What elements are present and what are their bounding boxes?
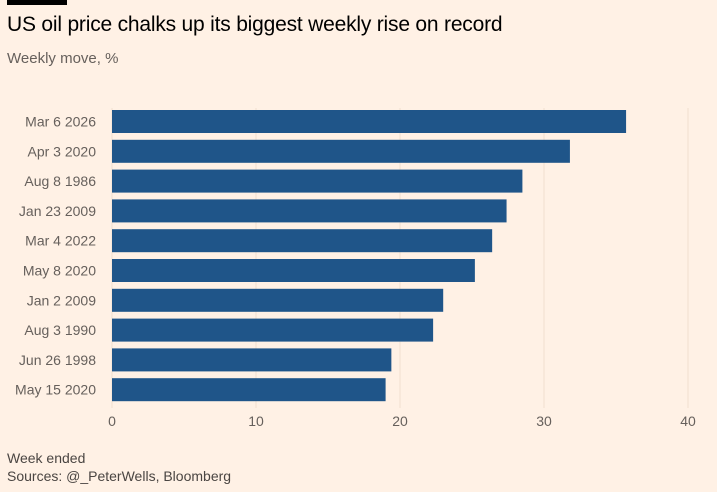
chart-subtitle: Weekly move, % xyxy=(7,50,119,67)
y-category-label: May 8 2020 xyxy=(23,263,96,279)
bar xyxy=(112,139,570,163)
y-category-label: Jun 26 1998 xyxy=(19,352,96,368)
x-tick-label: 20 xyxy=(392,413,408,429)
bars xyxy=(112,110,627,402)
x-tick-label: 40 xyxy=(680,413,696,429)
y-category-label: Mar 4 2022 xyxy=(25,233,96,249)
bar xyxy=(112,229,493,253)
chart-title: US oil price chalks up its biggest weekl… xyxy=(7,13,503,36)
brand-top-bar xyxy=(7,0,67,5)
bar xyxy=(112,348,392,372)
y-category-label: May 15 2020 xyxy=(15,382,96,398)
x-tick-label: 30 xyxy=(536,413,552,429)
note-week-ended: Week ended xyxy=(7,450,86,466)
bar xyxy=(112,259,475,282)
y-axis-labels: Mar 6 2026 Apr 3 2020 Aug 8 1986 Jan 23 200… xyxy=(15,114,96,398)
bar xyxy=(112,169,523,193)
bar xyxy=(112,318,434,342)
bar xyxy=(112,110,627,133)
y-category-label: Jan 23 2009 xyxy=(19,203,96,219)
x-axis-labels: 0 10 20 30 40 xyxy=(108,413,696,429)
x-tick-label: 10 xyxy=(248,413,264,429)
y-category-label: Jan 2 2009 xyxy=(27,292,96,308)
x-tick-label: 0 xyxy=(108,413,116,429)
source-note: Sources: @_PeterWells, Bloomberg xyxy=(7,468,232,484)
y-category-label: Apr 3 2020 xyxy=(28,143,97,159)
bar xyxy=(112,199,507,223)
bar xyxy=(112,378,386,402)
y-category-label: Aug 3 1990 xyxy=(24,322,96,338)
y-category-label: Mar 6 2026 xyxy=(25,114,96,130)
bar xyxy=(112,288,444,312)
y-category-label: Aug 8 1986 xyxy=(24,173,96,189)
